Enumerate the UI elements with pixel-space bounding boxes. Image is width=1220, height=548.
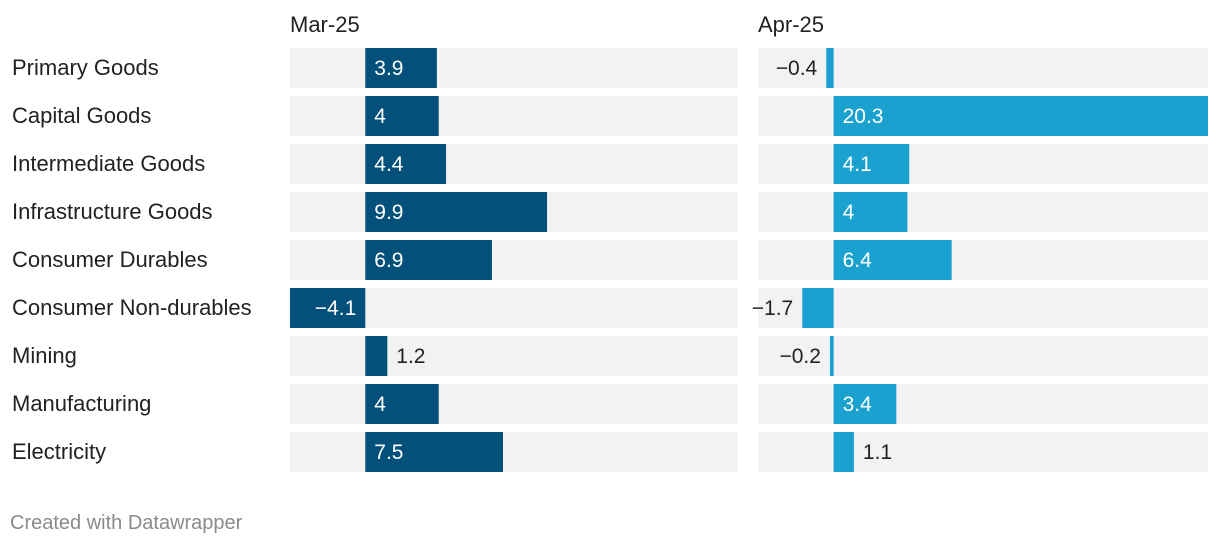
bar-track (290, 432, 738, 472)
bar-track (290, 144, 738, 184)
chart: Primary Goods Capital Goods Intermediate G… (12, 12, 1208, 472)
value-label: 20.3 (843, 105, 884, 128)
value-label: −0.4 (776, 57, 818, 80)
category-label: Intermediate Goods (12, 151, 205, 176)
bar (833, 144, 910, 184)
bar-track (290, 48, 738, 88)
bar (833, 240, 952, 280)
bar (365, 48, 437, 88)
value-label: 6.9 (374, 249, 403, 272)
bar-track (290, 96, 738, 136)
value-label: 1.1 (863, 441, 892, 464)
bar (833, 384, 897, 424)
bar (365, 96, 439, 136)
value-label: 4.1 (843, 153, 872, 176)
bar (365, 240, 492, 280)
category-label: Primary Goods (12, 55, 159, 80)
value-label: 3.9 (374, 57, 403, 80)
bar (365, 432, 503, 472)
value-label: −0.2 (779, 345, 820, 368)
value-label: 7.5 (374, 441, 403, 464)
category-label: Capital Goods (12, 103, 151, 128)
category-label: Consumer Durables (12, 247, 208, 272)
bar (290, 288, 366, 328)
credit-text: Created with Datawrapper (10, 512, 243, 534)
bar (802, 288, 834, 328)
value-label: 4 (374, 105, 386, 128)
value-label: 4.4 (374, 153, 404, 176)
value-label: 3.4 (843, 393, 873, 416)
bar-track (290, 384, 738, 424)
value-label: 1.2 (396, 345, 425, 368)
panel-title: Mar-25 (290, 12, 360, 37)
bar (833, 96, 1208, 136)
bar (365, 336, 388, 376)
value-label: −4.1 (315, 297, 356, 320)
value-label: 4 (843, 201, 855, 224)
value-label: 4 (374, 393, 386, 416)
bar (365, 192, 548, 232)
category-label: Electricity (12, 439, 106, 464)
bar-track (758, 192, 1208, 232)
bar-track (758, 336, 1208, 376)
bar-track (758, 384, 1208, 424)
bar-chart-svg: Primary Goods Capital Goods Intermediate G… (12, 12, 1208, 472)
bar-track (758, 48, 1208, 88)
value-label: 6.4 (843, 249, 873, 272)
bar (826, 48, 834, 88)
bar-track (758, 144, 1208, 184)
bar-track (290, 240, 738, 280)
bar (833, 432, 854, 472)
bar (365, 144, 447, 184)
bar-track (758, 240, 1208, 280)
category-label: Consumer Non-durables (12, 295, 252, 320)
category-label: Manufacturing (12, 391, 151, 416)
value-label: 9.9 (374, 201, 403, 224)
value-label: −1.7 (752, 297, 793, 320)
category-label: Infrastructure Goods (12, 199, 213, 224)
bar (833, 192, 908, 232)
bar (365, 384, 439, 424)
bar (829, 336, 834, 376)
bar-track (758, 432, 1208, 472)
bar-track (290, 336, 738, 376)
category-label: Mining (12, 343, 77, 368)
panel-title: Apr-25 (758, 12, 824, 37)
